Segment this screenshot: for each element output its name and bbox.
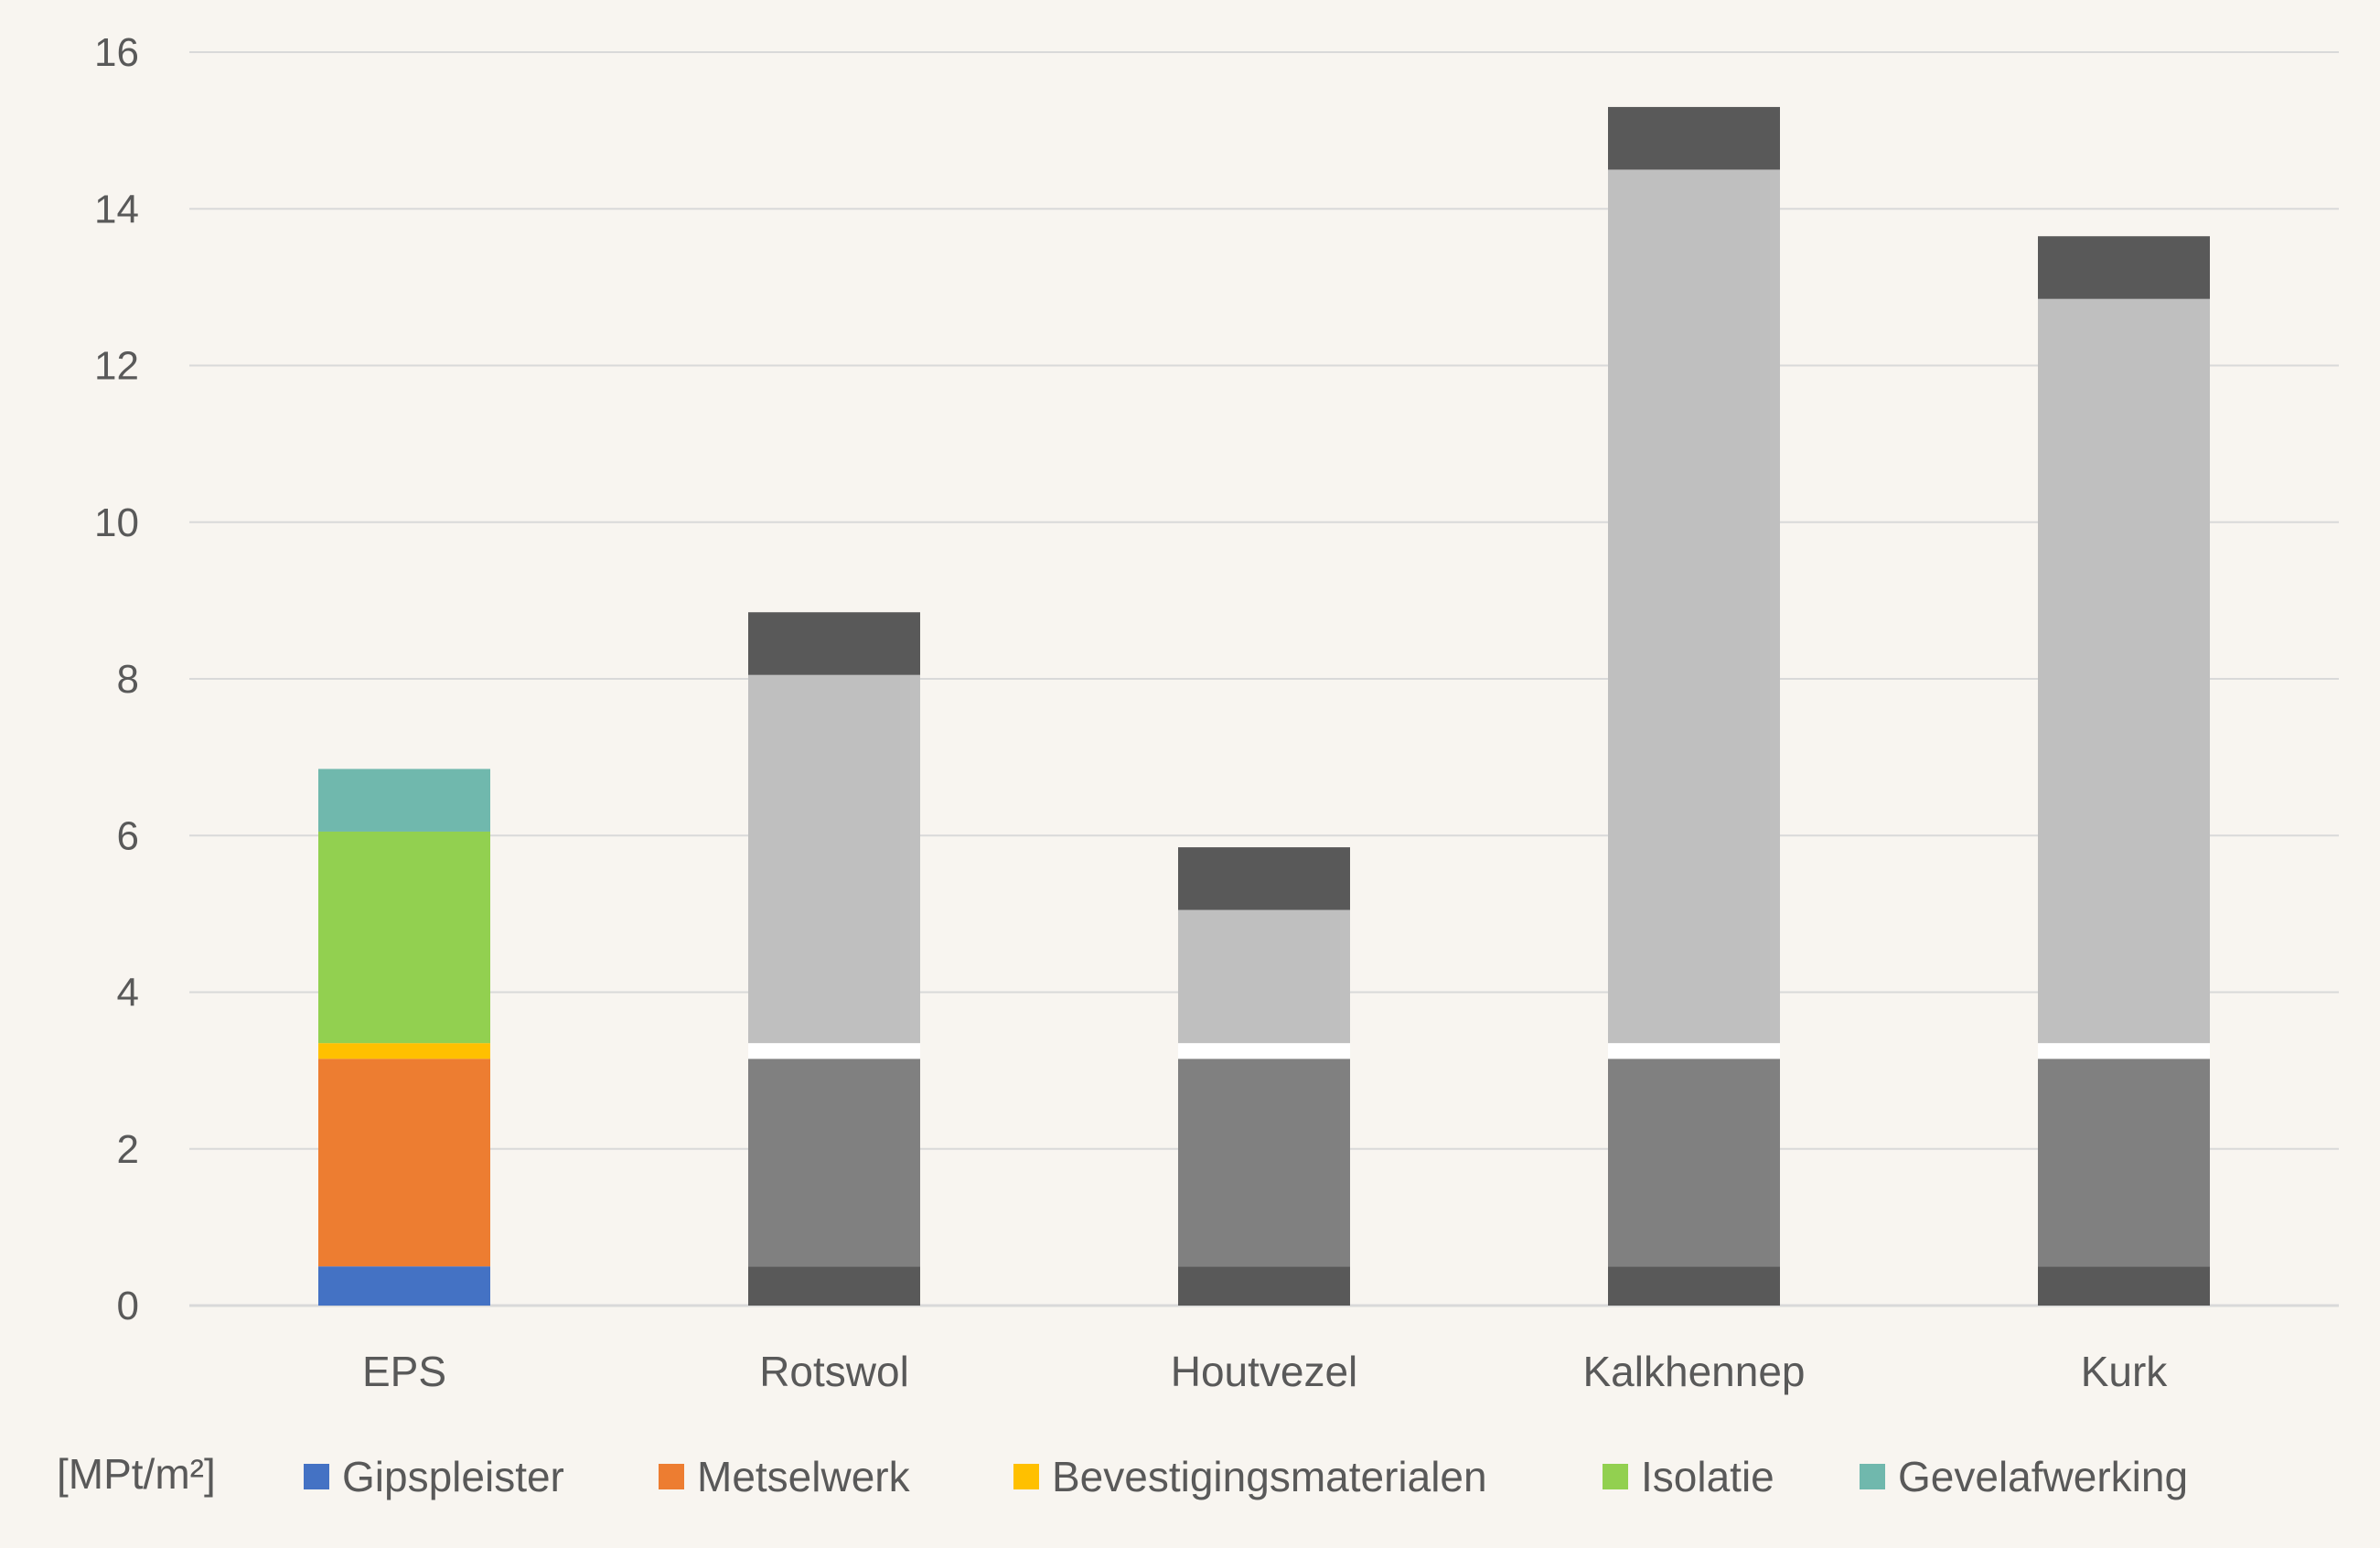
legend: [MPt/m²] Gipspleister Metselwerk Bevestigi… (57, 1450, 2188, 1500)
y-tick-label: 4 (117, 971, 139, 1016)
gridlines (189, 51, 2339, 1307)
y-tick-label: 2 (117, 1127, 139, 1172)
unit-label: [MPt/m²] (57, 1450, 216, 1498)
y-tick-label: 8 (117, 657, 139, 702)
bar-segment-rotswol-metselwerk (748, 1059, 920, 1267)
bar-segment-kalkhennep-isolatie (1608, 169, 1780, 1044)
bars (318, 106, 2210, 1306)
bar-segment-houtvezel-metselwerk (1178, 1059, 1350, 1267)
legend-label-gevelafwerking: Gevelafwerking (1898, 1453, 2188, 1500)
bar-segment-eps-metselwerk (318, 1059, 490, 1267)
x-tick-label: Houtvezel (1171, 1348, 1358, 1395)
legend-label-metselwerk: Metselwerk (697, 1453, 911, 1500)
bar-segment-eps-isolatie (318, 831, 490, 1044)
bar-segment-eps-gevelafwerking (318, 769, 490, 832)
legend-label-bevestigingsmaterialen: Bevestigingsmaterialen (1052, 1453, 1487, 1500)
y-axis-ticks: 0 2 4 6 8 10 12 14 16 (94, 30, 139, 1328)
legend-swatch-metselwerk (659, 1464, 684, 1489)
bar-segment-houtvezel-isolatie (1178, 909, 1350, 1044)
legend-swatch-gipspleister (304, 1464, 329, 1489)
legend-label-gipspleister: Gipspleister (342, 1453, 564, 1500)
x-tick-label: EPS (362, 1348, 446, 1395)
x-tick-label: Kalkhennep (1583, 1348, 1806, 1395)
bar-segment-eps-gipspleister (318, 1266, 490, 1306)
bar-segment-kalkhennep-gevelafwerking (1608, 106, 1780, 170)
bar-segment-kalkhennep-metselwerk (1608, 1059, 1780, 1267)
bar-segment-kalkhennep-gipspleister (1608, 1266, 1780, 1306)
y-tick-label: 16 (94, 30, 139, 75)
bar-segment-kurk-gevelafwerking (2038, 236, 2210, 299)
bar-segment-houtvezel-bevestigingsmaterialen (1178, 1043, 1350, 1059)
bar-segment-kurk-metselwerk (2038, 1059, 2210, 1267)
legend-label-isolatie: Isolatie (1641, 1453, 1774, 1500)
y-tick-label: 14 (94, 187, 139, 231)
y-tick-label: 10 (94, 500, 139, 545)
legend-swatch-bevestigingsmaterialen (1013, 1464, 1039, 1489)
legend-swatch-isolatie (1603, 1464, 1628, 1489)
bar-segment-eps-bevestigingsmaterialen (318, 1043, 490, 1059)
bar-segment-rotswol-gipspleister (748, 1266, 920, 1306)
x-tick-label: Kurk (2081, 1348, 2169, 1395)
bar-segment-rotswol-isolatie (748, 674, 920, 1044)
bar-segment-houtvezel-gevelafwerking (1178, 847, 1350, 910)
bar-segment-rotswol-gevelafwerking (748, 612, 920, 675)
bar-segment-kurk-bevestigingsmaterialen (2038, 1043, 2210, 1059)
bar-segment-rotswol-bevestigingsmaterialen (748, 1043, 920, 1059)
legend-swatch-gevelafwerking (1860, 1464, 1885, 1489)
bar-segment-kurk-isolatie (2038, 298, 2210, 1044)
bar-segment-houtvezel-gipspleister (1178, 1266, 1350, 1306)
x-tick-label: Rotswol (759, 1348, 909, 1395)
y-tick-label: 6 (117, 813, 139, 858)
bar-segment-kalkhennep-bevestigingsmaterialen (1608, 1043, 1780, 1059)
y-tick-label: 12 (94, 344, 139, 389)
y-tick-label: 0 (117, 1284, 139, 1328)
x-axis-ticks: EPS Rotswol Houtvezel Kalkhennep Kurk (362, 1348, 2168, 1395)
bar-segment-kurk-gipspleister (2038, 1266, 2210, 1306)
